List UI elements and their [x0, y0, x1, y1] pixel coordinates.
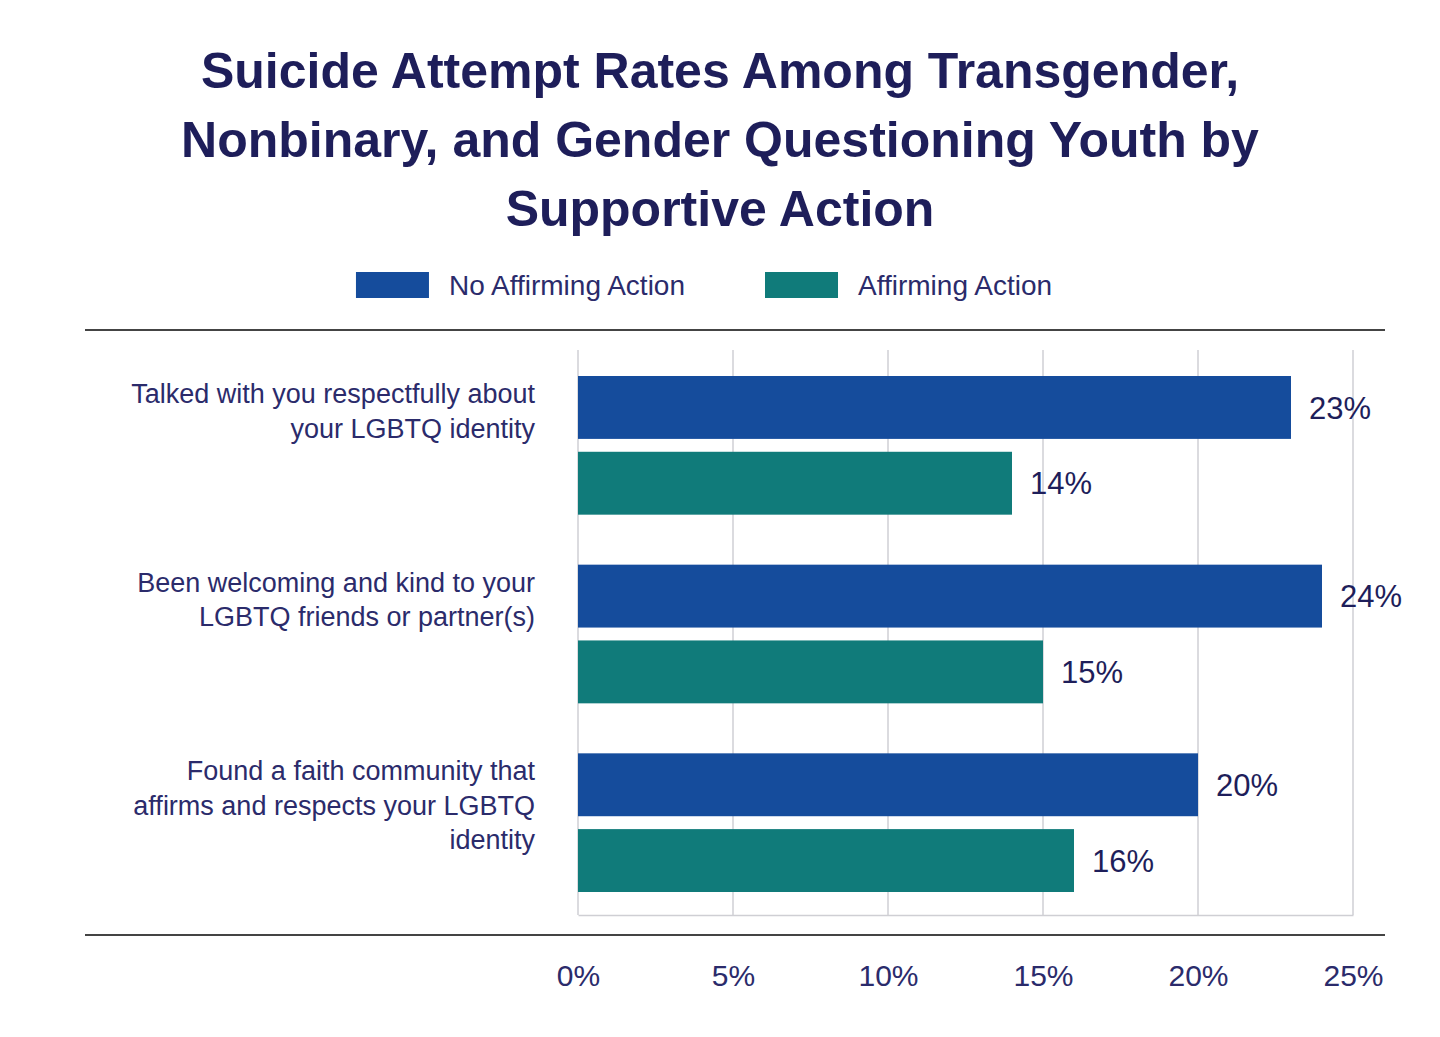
- data-label: 16%: [1092, 844, 1154, 879]
- tick-label: 10%: [858, 959, 918, 992]
- text-line: Talked with you respectfully about: [131, 379, 535, 409]
- tick: 25%: [1323, 915, 1383, 992]
- data-label: 14%: [1030, 466, 1092, 501]
- text-line: Nonbinary, and Gender Questioning Youth …: [181, 112, 1259, 168]
- tick: 0%: [557, 915, 600, 992]
- data-labels: 23% 24% 20% 14% 15% 16%: [1030, 391, 1402, 879]
- axis-line: [579, 915, 1354, 917]
- rule: [85, 934, 1385, 936]
- data-label: 24%: [1340, 579, 1402, 614]
- title: Suicide Attempt Rates Among Transgender,…: [181, 43, 1259, 237]
- category-label: Found a faith community that affirms and …: [133, 756, 535, 855]
- category-labels: Talked with you respectfully about your L…: [131, 379, 535, 855]
- legend: No Affirming Action Affirming Action: [356, 270, 1052, 301]
- grid: [578, 350, 1353, 915]
- category-label-group: Talked with you respectfully about your L…: [131, 379, 535, 444]
- text-line: Suicide Attempt Rates Among Transgender,: [201, 43, 1239, 99]
- chart: Suicide Attempt Rates Among Transgender,…: [0, 0, 1440, 1037]
- legend-swatch: [765, 272, 838, 298]
- legend-label: Affirming Action: [858, 270, 1052, 301]
- grid-line: [1352, 350, 1354, 915]
- category-label: Been welcoming and kind to your LGBTQ fri…: [137, 568, 535, 633]
- bar: [578, 376, 1291, 439]
- bar: [578, 565, 1322, 628]
- rule: [85, 329, 1385, 331]
- bar: [578, 452, 1012, 515]
- bar: [578, 640, 1043, 703]
- tick: 5%: [712, 915, 755, 992]
- category-label-group: Found a faith community that affirms and …: [133, 756, 535, 855]
- tick-label: 0%: [557, 959, 600, 992]
- text-line: your LGBTQ identity: [290, 414, 535, 444]
- tick-label: 5%: [712, 959, 755, 992]
- data-label: 20%: [1216, 768, 1278, 803]
- data-label: 23%: [1309, 391, 1371, 426]
- category-label-group: Been welcoming and kind to your LGBTQ fri…: [137, 568, 535, 633]
- bar: [578, 753, 1198, 816]
- legend-label: No Affirming Action: [449, 270, 685, 301]
- text-line: Supportive Action: [506, 181, 935, 237]
- tick: 15%: [1013, 915, 1073, 992]
- bar: [578, 829, 1074, 892]
- tick-label: 25%: [1323, 959, 1383, 992]
- text-line: LGBTQ friends or partner(s): [199, 602, 535, 632]
- tick: 20%: [1168, 915, 1228, 992]
- text-line: Found a faith community that: [187, 756, 536, 786]
- text-line: affirms and respects your LGBTQ: [133, 791, 535, 821]
- legend-swatch: [356, 272, 429, 298]
- text-line: identity: [449, 825, 535, 855]
- tick-label: 20%: [1168, 959, 1228, 992]
- bars: [578, 376, 1322, 892]
- data-label: 15%: [1061, 655, 1123, 690]
- text-line: Been welcoming and kind to your: [137, 568, 535, 598]
- tick-label: 15%: [1013, 959, 1073, 992]
- category-label: Talked with you respectfully about your L…: [131, 379, 535, 444]
- tick: 10%: [858, 915, 918, 992]
- legend-item: No Affirming Action: [356, 270, 685, 301]
- title-group: Suicide Attempt Rates Among Transgender,…: [181, 43, 1259, 237]
- x-axis: 0% 5% 10% 15% 20% 25%: [557, 915, 1384, 992]
- legend-item: Affirming Action: [765, 270, 1052, 301]
